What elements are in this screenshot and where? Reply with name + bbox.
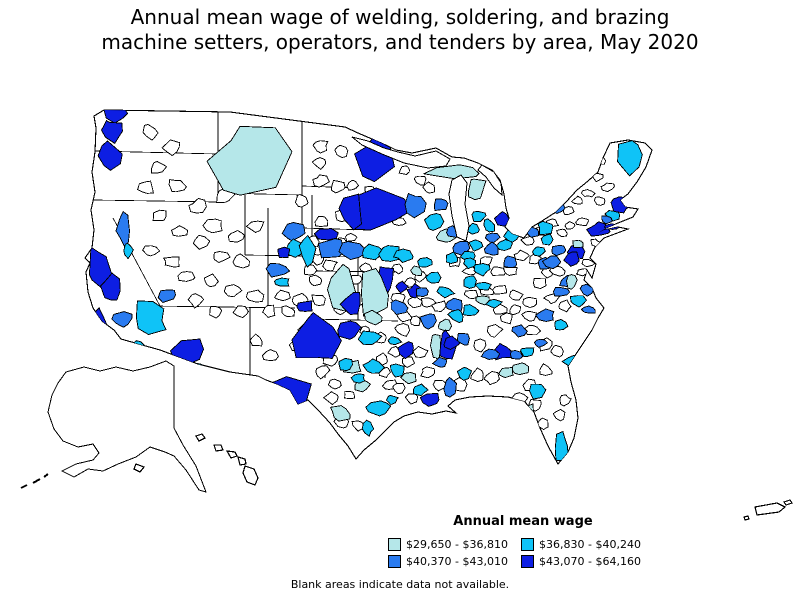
legend-item: $43,070 - $64,160 xyxy=(521,555,658,568)
legend-label: $29,650 - $36,810 xyxy=(406,538,508,551)
legend-swatch xyxy=(521,538,534,551)
legend-item: $40,370 - $43,010 xyxy=(388,555,521,568)
legend-item: $36,830 - $40,240 xyxy=(521,538,658,551)
legend-grid: $29,650 - $36,810 $36,830 - $40,240 $40,37… xyxy=(388,538,658,568)
page-title: Annual mean wage of welding, soldering, … xyxy=(0,5,800,55)
legend-label: $36,830 - $40,240 xyxy=(539,538,641,551)
page-title-line1: Annual mean wage of welding, soldering, … xyxy=(130,5,670,29)
legend: Annual mean wage $29,650 - $36,810 $36,83… xyxy=(388,514,658,568)
legend-swatch xyxy=(388,555,401,568)
legend-label: $40,370 - $43,010 xyxy=(406,555,508,568)
legend-swatch xyxy=(521,555,534,568)
legend-item: $29,650 - $36,810 xyxy=(388,538,521,551)
page-title-line2: machine setters, operators, and tenders … xyxy=(101,30,699,54)
legend-title: Annual mean wage xyxy=(453,514,593,529)
legend-label: $43,070 - $64,160 xyxy=(539,555,641,568)
footnote: Blank areas indicate data not available. xyxy=(290,578,510,591)
legend-swatch xyxy=(388,538,401,551)
